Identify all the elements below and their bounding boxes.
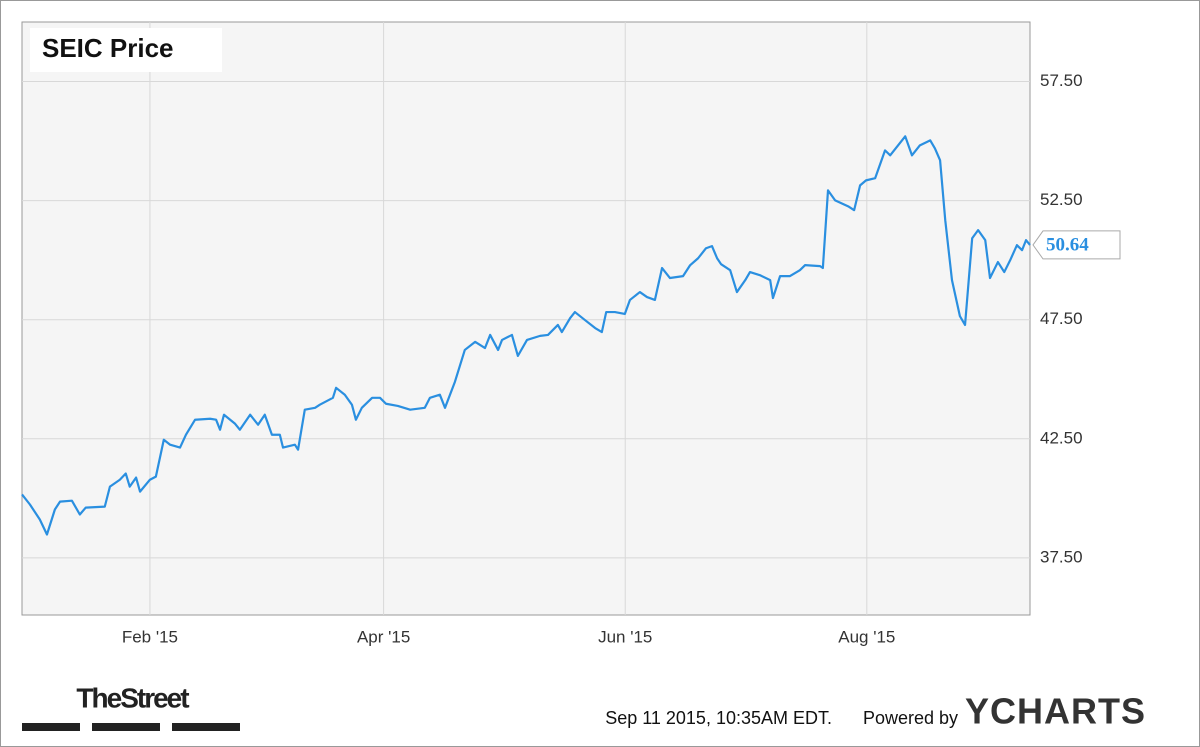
y-tick-label: 37.50 xyxy=(1040,547,1083,566)
title-box xyxy=(30,28,222,72)
price-line xyxy=(21,135,1031,536)
brand-logo: YCHARTS xyxy=(965,691,1146,732)
x-tick-label: Feb '15 xyxy=(122,627,178,646)
grid xyxy=(22,22,1030,615)
chart-title: SEIC Price xyxy=(42,33,174,63)
y-tick-label: 47.50 xyxy=(1040,309,1083,328)
last-value-label: 50.64 xyxy=(1046,234,1089,255)
x-tick-label: Jun '15 xyxy=(598,627,652,646)
logo-bar xyxy=(172,723,240,731)
x-tick-label: Aug '15 xyxy=(838,627,895,646)
powered-by: Powered by xyxy=(863,708,958,728)
y-tick-label: 57.50 xyxy=(1040,71,1083,90)
plot-area xyxy=(21,21,1031,616)
x-tick-label: Apr '15 xyxy=(357,627,410,646)
logo-bar xyxy=(92,723,160,731)
logo-bar xyxy=(22,723,80,731)
last-value-badge xyxy=(1032,230,1121,260)
timestamp: Sep 11 2015, 10:35AM EDT. xyxy=(605,708,832,728)
source-logo: TheStreet xyxy=(76,682,189,713)
y-tick-label: 42.50 xyxy=(1040,428,1083,447)
y-tick-label: 52.50 xyxy=(1040,190,1083,209)
